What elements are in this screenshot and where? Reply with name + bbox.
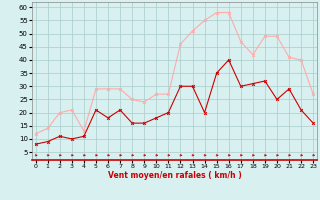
X-axis label: Vent moyen/en rafales ( km/h ): Vent moyen/en rafales ( km/h ) [108,171,241,180]
